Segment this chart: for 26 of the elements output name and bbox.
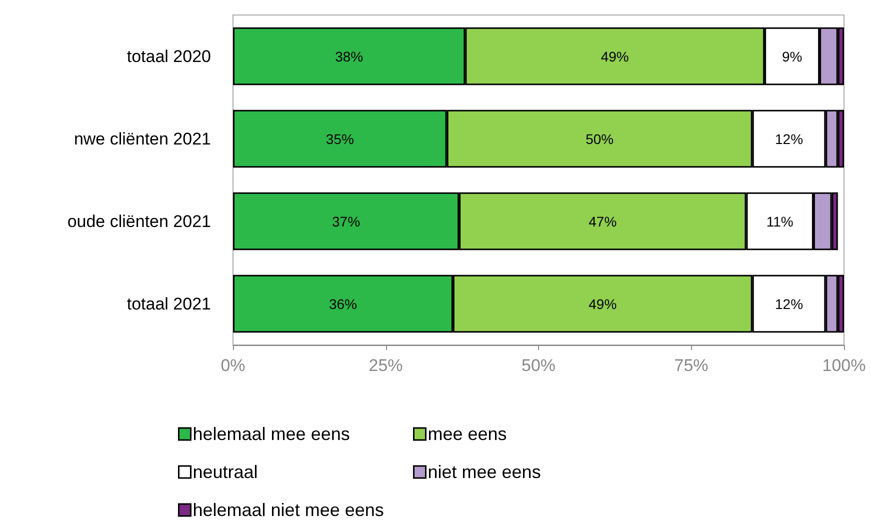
data-label: 49% (600, 48, 629, 64)
y-tick-label: totaal 2020 (126, 46, 211, 66)
x-tick-label: 100% (822, 356, 866, 375)
legend-label: neutraal (192, 462, 258, 482)
legend-label: mee eens (428, 424, 507, 444)
x-tick-label: 25% (368, 356, 403, 375)
data-label: 11% (766, 213, 794, 230)
data-label: 12% (774, 296, 804, 312)
data-label: 36% (328, 296, 357, 312)
x-tick-label: 75% (674, 356, 708, 375)
legend-label: helemaal mee eens (192, 424, 350, 444)
legend-label: helemaal niet mee eens (192, 500, 384, 520)
y-tick-label: oude cliënten 2021 (67, 212, 211, 231)
data-label: 12% (774, 130, 804, 147)
data-label: 47% (588, 213, 617, 230)
x-tick-label: 50% (521, 356, 556, 375)
data-label: 9% (782, 48, 802, 64)
x-tick-label: 0% (220, 356, 246, 375)
data-label: 50% (586, 130, 614, 147)
y-tick-label: totaal 2021 (126, 294, 211, 314)
data-label: 49% (588, 296, 617, 312)
data-label: 37% (332, 213, 360, 230)
y-tick-label: nwe cliënten 2021 (74, 129, 211, 148)
data-label: 35% (326, 130, 354, 147)
data-label: 38% (335, 48, 364, 64)
legend-label: niet mee eens (428, 462, 541, 482)
